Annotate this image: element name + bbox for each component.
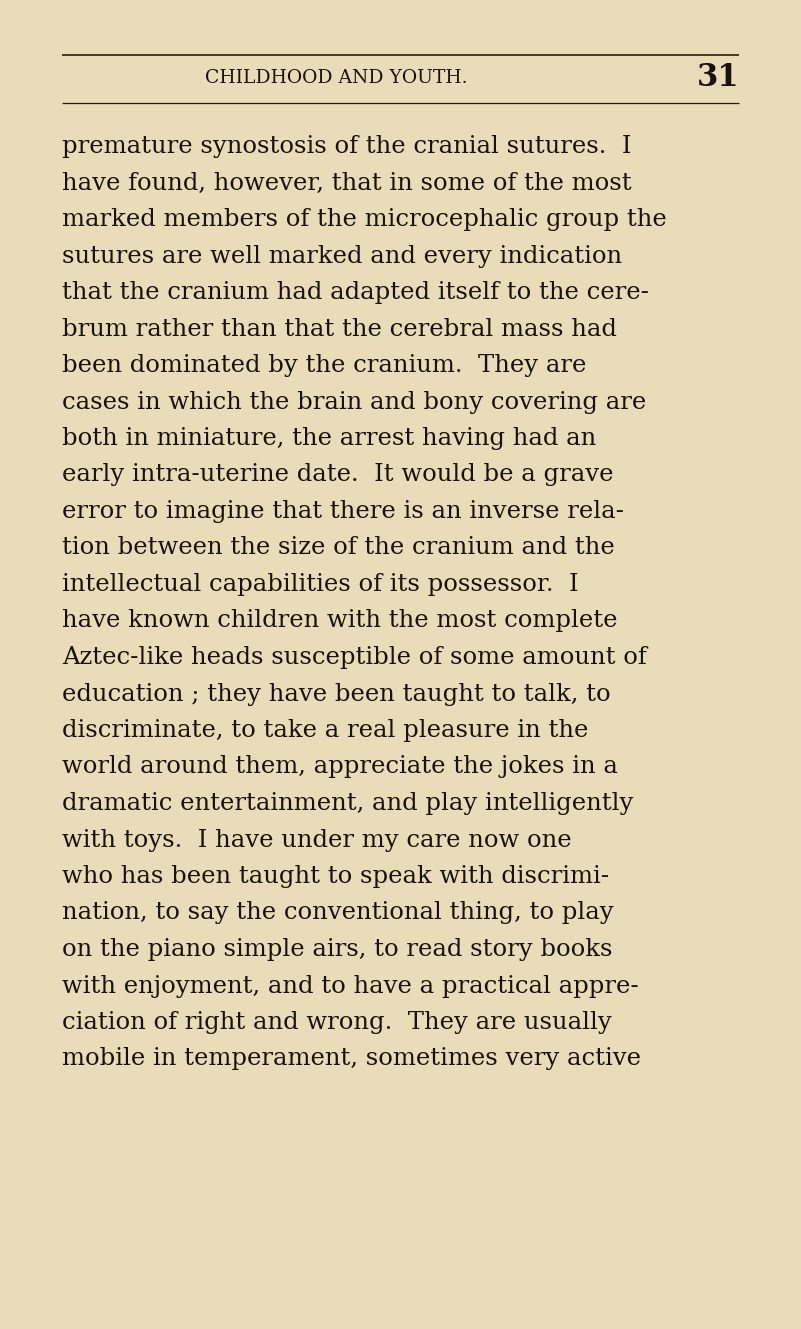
- Text: brum rather than that the cerebral mass had: brum rather than that the cerebral mass …: [62, 318, 617, 340]
- Text: world around them, appreciate the jokes in a: world around them, appreciate the jokes …: [62, 755, 618, 779]
- Text: premature synostosis of the cranial sutures.  I: premature synostosis of the cranial sutu…: [62, 136, 631, 158]
- Text: ciation of right and wrong.  They are usually: ciation of right and wrong. They are usu…: [62, 1011, 612, 1034]
- Text: both in miniature, the arrest having had an: both in miniature, the arrest having had…: [62, 427, 596, 451]
- Text: that the cranium had adapted itself to the cere-: that the cranium had adapted itself to t…: [62, 280, 649, 304]
- Text: have known children with the most complete: have known children with the most comple…: [62, 610, 618, 633]
- Text: Aztec-like heads susceptible of some amount of: Aztec-like heads susceptible of some amo…: [62, 646, 646, 668]
- Text: marked members of the microcephalic group the: marked members of the microcephalic grou…: [62, 209, 666, 231]
- Text: early intra-uterine date.  It would be a grave: early intra-uterine date. It would be a …: [62, 464, 614, 486]
- Text: who has been taught to speak with discrimi-: who has been taught to speak with discri…: [62, 865, 609, 888]
- Text: have found, however, that in some of the most: have found, however, that in some of the…: [62, 171, 632, 194]
- Text: sutures are well marked and every indication: sutures are well marked and every indica…: [62, 245, 622, 267]
- Text: on the piano simple airs, to read story books: on the piano simple airs, to read story …: [62, 938, 613, 961]
- Text: mobile in temperament, sometimes very active: mobile in temperament, sometimes very ac…: [62, 1047, 641, 1070]
- Text: discriminate, to take a real pleasure in the: discriminate, to take a real pleasure in…: [62, 719, 589, 742]
- Text: with enjoyment, and to have a practical appre-: with enjoyment, and to have a practical …: [62, 974, 638, 998]
- Text: error to imagine that there is an inverse rela-: error to imagine that there is an invers…: [62, 500, 624, 524]
- Text: nation, to say the conventional thing, to play: nation, to say the conventional thing, t…: [62, 901, 614, 925]
- Text: cases in which the brain and bony covering are: cases in which the brain and bony coveri…: [62, 391, 646, 413]
- Text: dramatic entertainment, and play intelligently: dramatic entertainment, and play intelli…: [62, 792, 634, 815]
- Text: been dominated by the cranium.  They are: been dominated by the cranium. They are: [62, 354, 586, 377]
- Text: education ; they have been taught to talk, to: education ; they have been taught to tal…: [62, 683, 610, 706]
- Text: with toys.  I have under my care now one: with toys. I have under my care now one: [62, 828, 572, 852]
- Text: tion between the size of the cranium and the: tion between the size of the cranium and…: [62, 537, 614, 560]
- Text: 31: 31: [697, 62, 739, 93]
- Text: CHILDHOOD AND YOUTH.: CHILDHOOD AND YOUTH.: [205, 69, 468, 86]
- Text: intellectual capabilities of its possessor.  I: intellectual capabilities of its possess…: [62, 573, 578, 595]
